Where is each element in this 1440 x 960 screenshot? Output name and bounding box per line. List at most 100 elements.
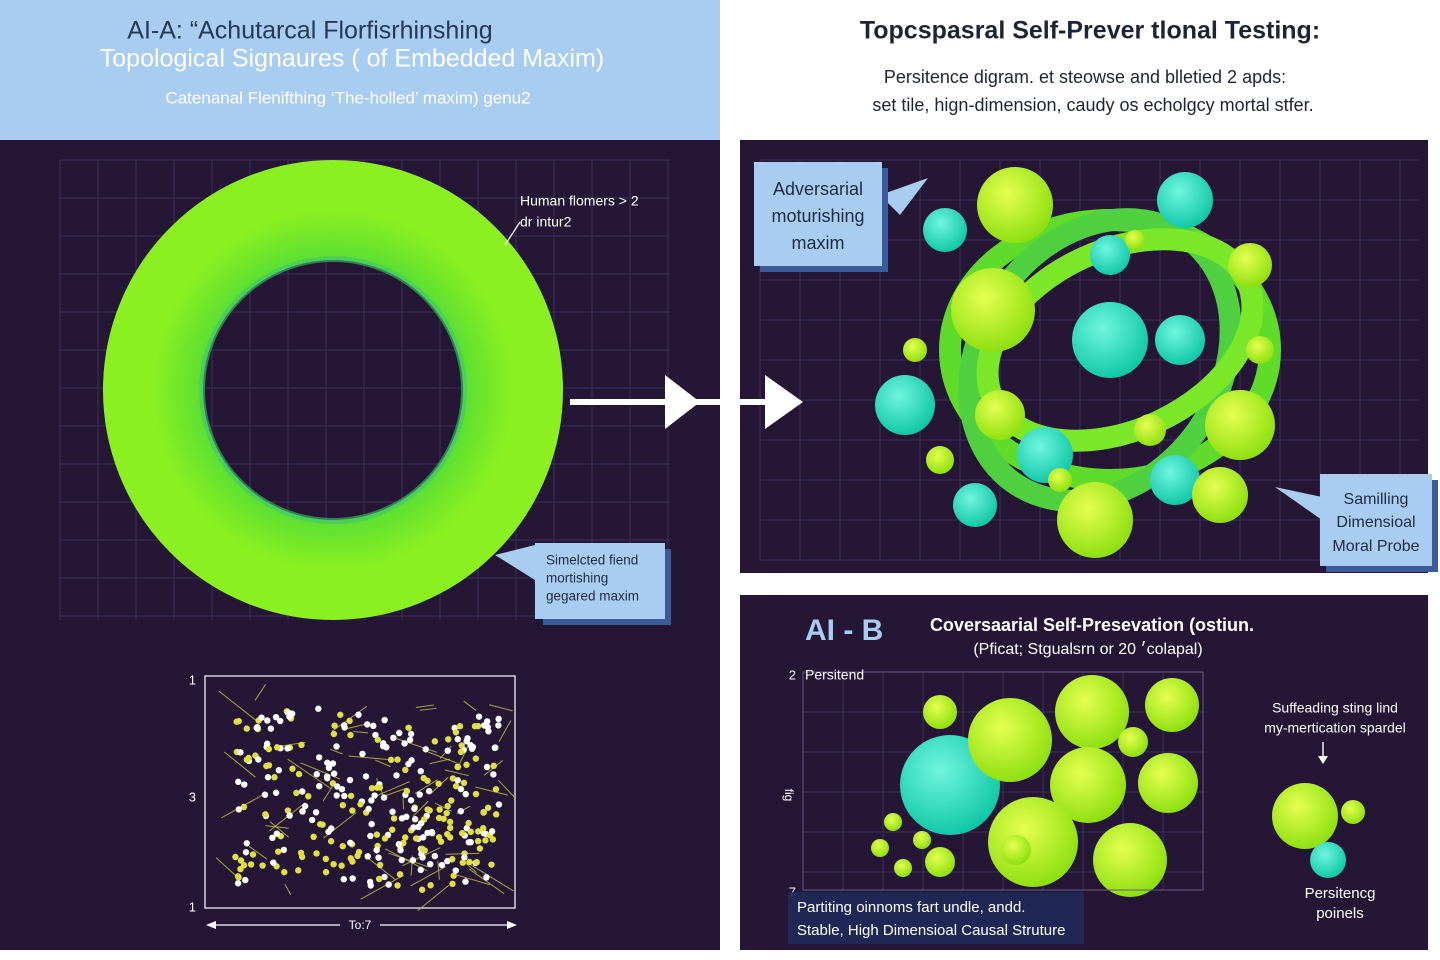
link (367, 857, 396, 881)
axis-label: 1 (189, 899, 196, 914)
arrowhead (765, 375, 803, 429)
point (411, 816, 419, 823)
link (284, 883, 292, 896)
point (465, 819, 472, 827)
point (329, 760, 337, 767)
point (286, 713, 293, 720)
point (424, 806, 431, 813)
point (349, 858, 356, 865)
point (284, 745, 291, 752)
axis-label: 1 (189, 672, 196, 687)
point (240, 803, 248, 811)
point (446, 818, 454, 826)
callout (754, 162, 882, 266)
point (460, 779, 468, 787)
callout (1320, 474, 1432, 566)
point (333, 792, 340, 799)
point (398, 856, 406, 864)
point (368, 820, 375, 828)
point (273, 830, 281, 837)
title: Topcspasral Self-Prever tlonal Testing: (860, 17, 1320, 45)
point (295, 770, 303, 778)
point (385, 881, 392, 888)
point (440, 815, 447, 822)
point (483, 718, 491, 725)
point (427, 882, 434, 889)
bubble (975, 390, 1025, 440)
link (360, 874, 405, 900)
point (395, 841, 403, 848)
point (357, 801, 364, 808)
point (269, 834, 276, 842)
point (449, 856, 456, 863)
point (452, 729, 460, 736)
point (235, 717, 242, 725)
point (240, 862, 248, 869)
point (446, 834, 454, 841)
point (367, 832, 374, 840)
point (387, 756, 395, 764)
bubble (988, 797, 1078, 887)
bubble (968, 698, 1052, 782)
point (454, 736, 461, 743)
point (316, 782, 323, 790)
point (364, 721, 371, 728)
point (362, 773, 370, 780)
point (280, 846, 288, 854)
point (398, 815, 406, 822)
point (338, 862, 345, 869)
subtitle: (Pficat; Stgualsrn or 20 ׳colapal) (973, 641, 1202, 658)
point (242, 876, 249, 884)
point (483, 874, 490, 881)
point (249, 851, 257, 858)
link (417, 884, 450, 912)
link (353, 731, 369, 734)
point (375, 875, 383, 883)
point (373, 846, 380, 854)
point (264, 717, 271, 724)
point (417, 820, 425, 827)
point (340, 876, 347, 883)
point (474, 722, 482, 730)
point (457, 807, 465, 815)
point (349, 875, 356, 882)
point (340, 722, 348, 729)
axis-label: To:7 (349, 918, 372, 932)
callout (535, 543, 665, 619)
point (448, 797, 455, 804)
point (417, 767, 424, 775)
point (293, 789, 300, 797)
bubble (1050, 747, 1126, 823)
bubble (1205, 390, 1275, 460)
point (389, 826, 396, 833)
point (330, 770, 338, 777)
point (458, 830, 466, 837)
bubble (1138, 753, 1198, 813)
link (468, 863, 514, 892)
point (347, 731, 354, 739)
annotation: Suffeading sting lind (1272, 700, 1398, 716)
point (371, 792, 378, 799)
point (347, 792, 355, 800)
point (416, 791, 423, 798)
bubble (951, 268, 1035, 352)
point (466, 858, 473, 866)
caption: Stable, High Dimensioal Causal Struture (797, 922, 1065, 939)
bubble (903, 338, 927, 362)
point (262, 811, 269, 818)
point (412, 835, 420, 842)
point (264, 774, 272, 781)
legend-text: Persitencg (1305, 885, 1376, 902)
point (444, 802, 451, 810)
point (295, 867, 302, 874)
arrowhead (206, 921, 216, 929)
point (394, 756, 401, 763)
point (325, 764, 333, 772)
bubble (953, 483, 997, 527)
point (312, 809, 320, 816)
point (467, 828, 475, 836)
point (484, 804, 492, 811)
point (263, 762, 270, 770)
point (436, 806, 443, 813)
point (364, 853, 371, 860)
